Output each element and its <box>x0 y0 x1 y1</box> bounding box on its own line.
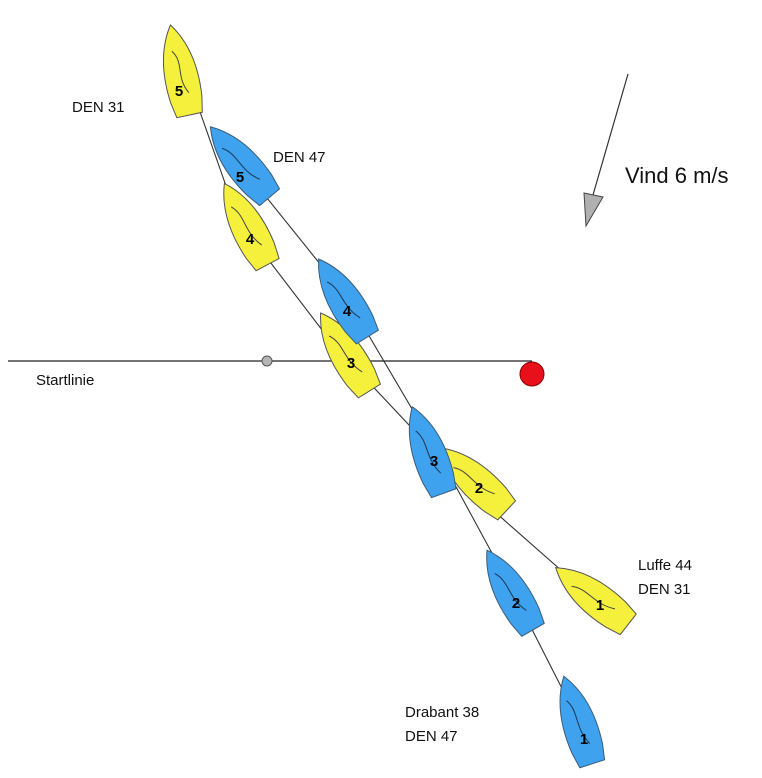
blue-boat-1: 1 <box>548 671 608 769</box>
committee-mark <box>520 362 544 386</box>
svg-text:2: 2 <box>512 595 520 612</box>
yellow-boat-sail-label: DEN 31 <box>638 581 691 598</box>
yellow-top-label: DEN 31 <box>72 99 125 116</box>
svg-text:1: 1 <box>580 731 588 748</box>
yellow-boat-1: 1 <box>545 554 638 637</box>
svg-text:5: 5 <box>236 169 244 186</box>
blue-boat-name-label: Drabant 38 <box>405 704 479 721</box>
svg-text:5: 5 <box>175 83 183 100</box>
start-pin-buoy <box>262 356 272 366</box>
start-line-label: Startlinie <box>36 372 94 389</box>
blue-track <box>238 162 578 720</box>
yellow-boat-5: 5 <box>154 22 206 119</box>
blue-boat-sail-label: DEN 47 <box>405 728 458 745</box>
wind-arrow <box>584 74 628 226</box>
svg-text:3: 3 <box>347 355 355 372</box>
blue-top-label: DEN 47 <box>273 149 326 166</box>
svg-text:4: 4 <box>343 303 352 320</box>
blue-boat-2: 2 <box>472 542 547 639</box>
svg-text:4: 4 <box>246 231 255 248</box>
svg-text:2: 2 <box>475 480 483 497</box>
yellow-boat-name-label: Luffe 44 <box>638 557 692 574</box>
wind-label: Vind 6 m/s <box>625 163 729 188</box>
svg-text:1: 1 <box>596 597 604 614</box>
svg-text:3: 3 <box>430 453 438 470</box>
